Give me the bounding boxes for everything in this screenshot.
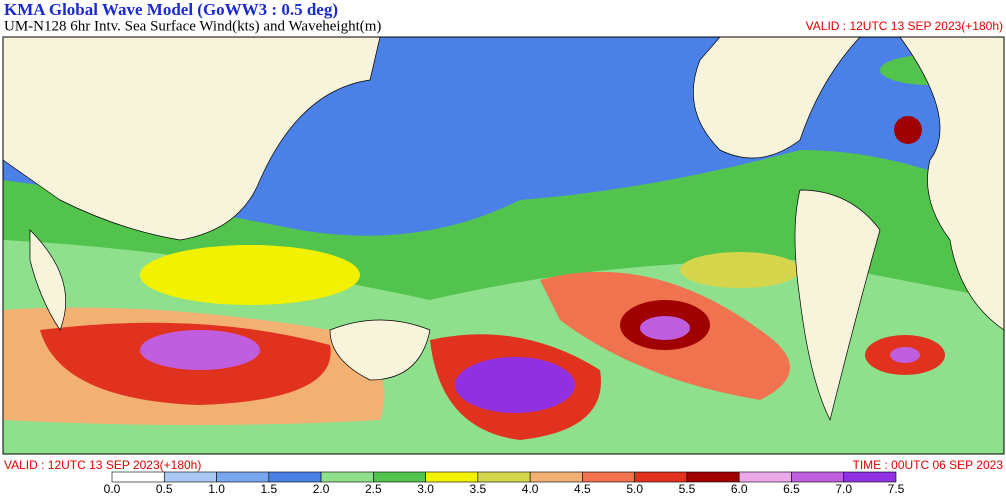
- colorbar-label: 4.0: [522, 482, 539, 496]
- colorbar-label: 5.5: [679, 482, 696, 496]
- land: [794, 189, 881, 422]
- color-bin: [686, 471, 740, 483]
- land: [2, 36, 381, 241]
- land: [899, 36, 1005, 331]
- wave-area: [640, 316, 690, 340]
- wave-area: [680, 252, 800, 288]
- title: KMA Global Wave Model (GoWW3 : 0.5 deg): [4, 0, 338, 19]
- colorbar-label: 3.0: [417, 482, 434, 496]
- wave-area: [140, 330, 260, 370]
- color-bin: [425, 471, 479, 483]
- color-bin: [111, 471, 165, 483]
- subtitle: UM-N128 6hr Intv. Sea Surface Wind(kts) …: [4, 18, 381, 34]
- color-bin: [529, 471, 583, 483]
- map: [2, 36, 1005, 455]
- color-bin: [738, 471, 792, 483]
- color-bin: [268, 471, 322, 483]
- colorbar-label: 3.5: [470, 482, 487, 496]
- color-bin: [477, 471, 531, 483]
- valid-bottom: VALID : 12UTC 13 SEP 2023(+180h): [4, 458, 201, 472]
- color-bin: [163, 471, 217, 483]
- colorbar-label: 2.0: [313, 482, 330, 496]
- colorbar-label: 0.0: [104, 482, 121, 496]
- wave-area: [890, 347, 920, 363]
- wave-area: [140, 245, 360, 305]
- color-bin: [373, 471, 426, 483]
- colorbar-label: 1.0: [208, 482, 225, 496]
- color-bin: [843, 471, 897, 483]
- run-time: TIME : 00UTC 06 SEP 2023: [852, 458, 1003, 472]
- colorbar-label: 1.5: [260, 482, 277, 496]
- colorbar-label: 7.0: [835, 482, 852, 496]
- colorbar-label: 7.5: [888, 482, 905, 496]
- color-bin: [320, 471, 374, 483]
- color-bin: [791, 471, 845, 483]
- colorbar-label: 4.5: [574, 482, 591, 496]
- colorbar-label: 5.0: [626, 482, 643, 496]
- color-bin: [216, 471, 270, 483]
- land: [693, 36, 861, 159]
- color-bin: [582, 471, 635, 483]
- colorbar-label: 6.5: [783, 482, 800, 496]
- wave-area: [455, 357, 575, 413]
- wave-area: [894, 116, 922, 144]
- land: [29, 229, 67, 331]
- land: [329, 319, 431, 381]
- color-bin: [634, 471, 688, 483]
- colorbar-label: 6.0: [731, 482, 748, 496]
- map-frame: [2, 36, 1005, 455]
- valid-top: VALID : 12UTC 13 SEP 2023(+180h): [806, 19, 1003, 33]
- colorbar-label: 0.5: [156, 482, 173, 496]
- colorbar-label: 2.5: [365, 482, 382, 496]
- colorbar: 0.0 0.5 1.0 1.5 2.0 2.5 3.0 3.5 4.0 4.5 5.0 5.5 6.0 6…: [104, 471, 905, 496]
